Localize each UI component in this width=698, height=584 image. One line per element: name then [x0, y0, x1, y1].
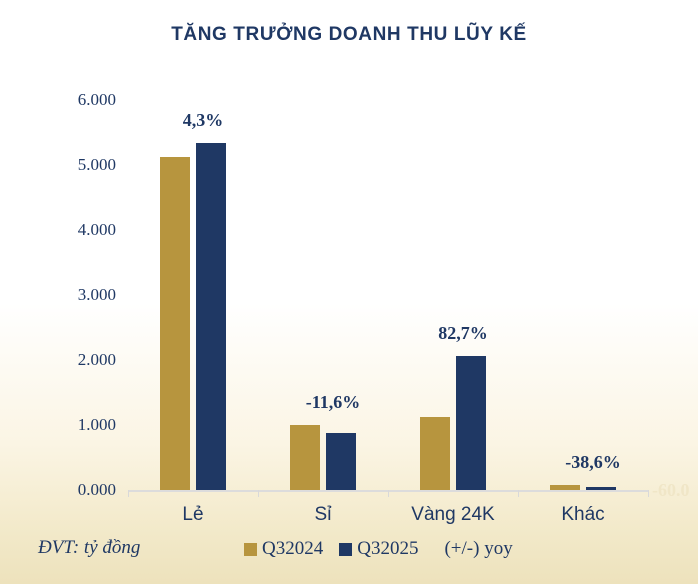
legend: Q32024 Q32025 (+/-) yoy — [244, 538, 513, 560]
yoy-label-3: 82,7% — [438, 322, 488, 343]
y-axis-tick-label: 6.000 — [77, 90, 116, 109]
legend-swatch-q32025 — [339, 542, 353, 556]
y-axis-tick-label: 2.000 — [77, 350, 116, 369]
bar-q32024-4 — [550, 485, 580, 490]
x-axis-tick — [388, 490, 389, 497]
bar-q32025-2 — [326, 432, 356, 490]
bar-q32025-4 — [586, 487, 616, 490]
x-axis-category-label-3: Vàng 24K — [411, 504, 495, 525]
bar-q32025-1 — [196, 142, 226, 490]
y-axis-tick-label: 5.000 — [77, 155, 116, 174]
x-axis-tick — [518, 490, 519, 497]
legend-label-q32025: Q32025 — [357, 538, 419, 559]
bar-q32025-3 — [456, 355, 486, 490]
x-axis-category-label-2: Sỉ — [314, 504, 332, 525]
legend-label-q32024: Q32024 — [262, 538, 324, 559]
bar-q32024-2 — [290, 425, 320, 490]
bar-q32024-3 — [420, 416, 450, 490]
secondary-axis-fragment: -60.0 — [652, 480, 690, 500]
yoy-label-2: -11,6% — [305, 392, 361, 412]
x-axis-tick — [648, 490, 649, 497]
y-axis-tick-label: 1.000 — [77, 415, 116, 434]
y-axis-tick-label: 0.000 — [77, 480, 116, 499]
legend-label-yoy: (+/-) yoy — [444, 538, 513, 559]
yoy-label-4: -38,6% — [565, 452, 621, 473]
bar-q32024-1 — [160, 157, 190, 490]
x-axis-category-label-1: Lẻ — [182, 504, 204, 525]
y-axis-tick-label: 3.000 — [77, 285, 116, 304]
chart-title: TĂNG TRƯỞNG DOANH THU LŨY KẾ — [171, 24, 527, 45]
x-axis-category-label-4: Khác — [561, 504, 605, 525]
x-axis-tick — [128, 490, 129, 497]
x-axis-tick — [258, 490, 259, 497]
legend-swatch-q32024 — [244, 542, 257, 556]
unit-note: ĐVT: tỷ đồng — [38, 537, 141, 558]
y-axis-tick-label: 4.000 — [77, 220, 116, 239]
yoy-label-1: 4,3% — [182, 109, 224, 130]
